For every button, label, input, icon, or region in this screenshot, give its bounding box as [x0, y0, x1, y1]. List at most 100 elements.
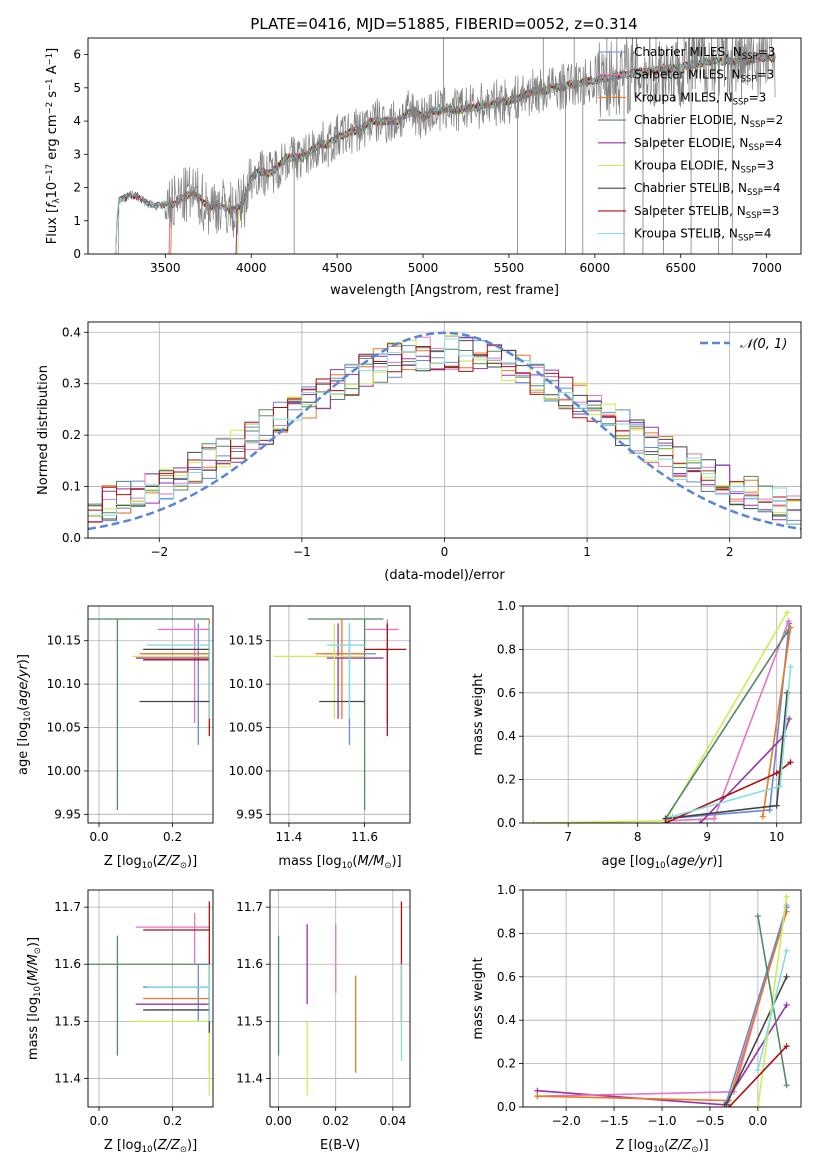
weight-marker — [785, 618, 792, 625]
weight-marker — [669, 813, 676, 820]
label-part: ( — [666, 854, 671, 869]
plot-area — [88, 618, 210, 810]
label-part: =3 — [749, 90, 767, 104]
label-part: Chabrier ELODIE, N — [634, 113, 750, 127]
label-part: A — [45, 65, 60, 78]
plot-area — [113, 38, 776, 254]
tick-label-y: 11.4 — [236, 1071, 263, 1085]
label-part: ] — [45, 48, 60, 53]
plot-area — [530, 609, 794, 823]
label-part: SSP — [748, 142, 764, 152]
tick-label-x: 4000 — [236, 261, 267, 275]
label-part: )] — [391, 854, 401, 869]
tick-label-x: −2.0 — [552, 1114, 581, 1128]
tick-label-x: 6000 — [580, 261, 611, 275]
tick-label-y: 0.3 — [62, 377, 81, 391]
tick-label-x: 11.6 — [351, 830, 378, 844]
label-part: age [log — [16, 722, 31, 775]
legend-label: Kroupa STELIB, NSSP=4 — [634, 227, 772, 244]
tick-label-y: 11.5 — [236, 1014, 263, 1028]
tick-label-y: 6 — [73, 48, 81, 62]
tick-label-y: 0.0 — [62, 531, 81, 545]
label-part: Kroupa ELODIE, N — [634, 159, 741, 173]
label-part: )] — [187, 1138, 197, 1153]
label-part: =3 — [756, 159, 774, 173]
tick-label-x: 0.2 — [163, 1114, 182, 1128]
weight-marker — [783, 1002, 790, 1009]
label-part: =3 — [758, 45, 776, 59]
tick-label-x: 6500 — [665, 261, 696, 275]
tick-label-y: 10.15 — [47, 634, 81, 648]
label-part: Z [log — [104, 1138, 142, 1153]
label-part: age [log — [602, 854, 655, 869]
label-part: −2 — [45, 102, 55, 115]
panel-residuals: −2 −1 0 1 2 0.0 0.1 0.2 0.3 0.4 𝒩(0, 1) (data-model… — [36, 321, 802, 583]
label-part: Chabrier MILES, N — [634, 45, 742, 59]
panels: 3500 4000 4500 5000 5500 6000 6500 7000 0 1 2 3 4 5 6 C… — [16, 37, 802, 1155]
label-part: M/M — [26, 954, 41, 981]
tick-label-x: 0.04 — [379, 1114, 406, 1128]
tick-label-y: 9.95 — [54, 807, 81, 821]
tick-label-x: 0.0 — [89, 1114, 108, 1128]
tick-label-y: 1.0 — [497, 883, 516, 897]
legend-label: 𝒩(0, 1) — [740, 337, 787, 352]
label-part: )] — [712, 854, 722, 869]
tick-label-y: 10.05 — [229, 721, 263, 735]
label-part: erg cm — [45, 114, 60, 163]
label-part: 10 — [142, 861, 153, 871]
x-axis-label: Z [log10(Z/Z⊙)] — [104, 1138, 197, 1155]
data-line — [113, 38, 776, 254]
weight-marker — [754, 913, 761, 920]
legend-label: Salpeter MILES, NSSP=3 — [634, 68, 774, 85]
label-part: SSP — [741, 74, 757, 84]
label-part: age/yr — [16, 663, 31, 706]
axes-frame — [87, 37, 802, 255]
label-part: Z [log — [104, 854, 142, 869]
axes-frame — [522, 605, 802, 824]
tick-label-y: 10.00 — [229, 764, 263, 778]
x-axis-label: Z [log10(Z/Z⊙)] — [104, 854, 197, 871]
tick-label-x: 5500 — [494, 261, 525, 275]
axes-frame — [87, 889, 214, 1108]
weight-marker — [726, 1104, 733, 1107]
legend-label: Chabrier ELODIE, NSSP=2 — [634, 113, 783, 130]
tick-label-y: 0.4 — [497, 729, 516, 743]
weight-marker — [787, 759, 794, 766]
plot-area — [88, 331, 801, 531]
tick-label-y: 10.00 — [47, 764, 81, 778]
weight-marker — [783, 1043, 790, 1050]
tick-label-y: 0.2 — [497, 1057, 516, 1071]
tick-label-y: 11.6 — [236, 957, 263, 971]
tick-label-x: −1 — [293, 545, 311, 559]
tick-label-x: 3500 — [150, 261, 181, 275]
weight-line-7 — [757, 950, 788, 1071]
weight-line-4 — [725, 976, 788, 1106]
tick-label-x: 0.0 — [89, 830, 108, 844]
weight-line-4 — [664, 631, 788, 820]
x-axis-label: age [log10(age/yr)] — [602, 854, 723, 871]
weight-marker — [530, 820, 537, 823]
plot-area — [88, 901, 210, 1096]
tick-label-x: 10 — [769, 830, 784, 844]
label-part: =3 — [762, 204, 780, 218]
weight-marker — [773, 770, 780, 777]
label-part: )] — [16, 654, 31, 664]
panel-mass_vs_Z: 0.0 0.211.411.511.611.7Z [log10(Z/Z⊙)]mas… — [26, 889, 214, 1155]
label-part: 10 — [653, 1145, 664, 1155]
legend-label: Chabrier STELIB, NSSP=4 — [634, 181, 781, 198]
weight-marker — [783, 947, 790, 954]
panel-spectrum: 3500 4000 4500 5000 5500 6000 6500 7000 0 1 2 3 4 5 6 C… — [45, 37, 802, 298]
label-part: ( — [153, 854, 158, 869]
tick-label-y: 0.1 — [62, 480, 81, 494]
label-part: Salpeter ELODIE, N — [634, 136, 748, 150]
label-part: 10 — [655, 861, 666, 871]
label-part: age/yr — [671, 854, 714, 869]
label-part: SSP — [738, 233, 754, 243]
x-axis-label: wavelength [Angstrom, rest frame] — [330, 283, 559, 298]
axes-frame — [269, 605, 411, 824]
label-part: ( — [352, 854, 357, 869]
tick-label-x: 8 — [634, 830, 642, 844]
label-part: Kroupa STELIB, N — [634, 227, 738, 241]
